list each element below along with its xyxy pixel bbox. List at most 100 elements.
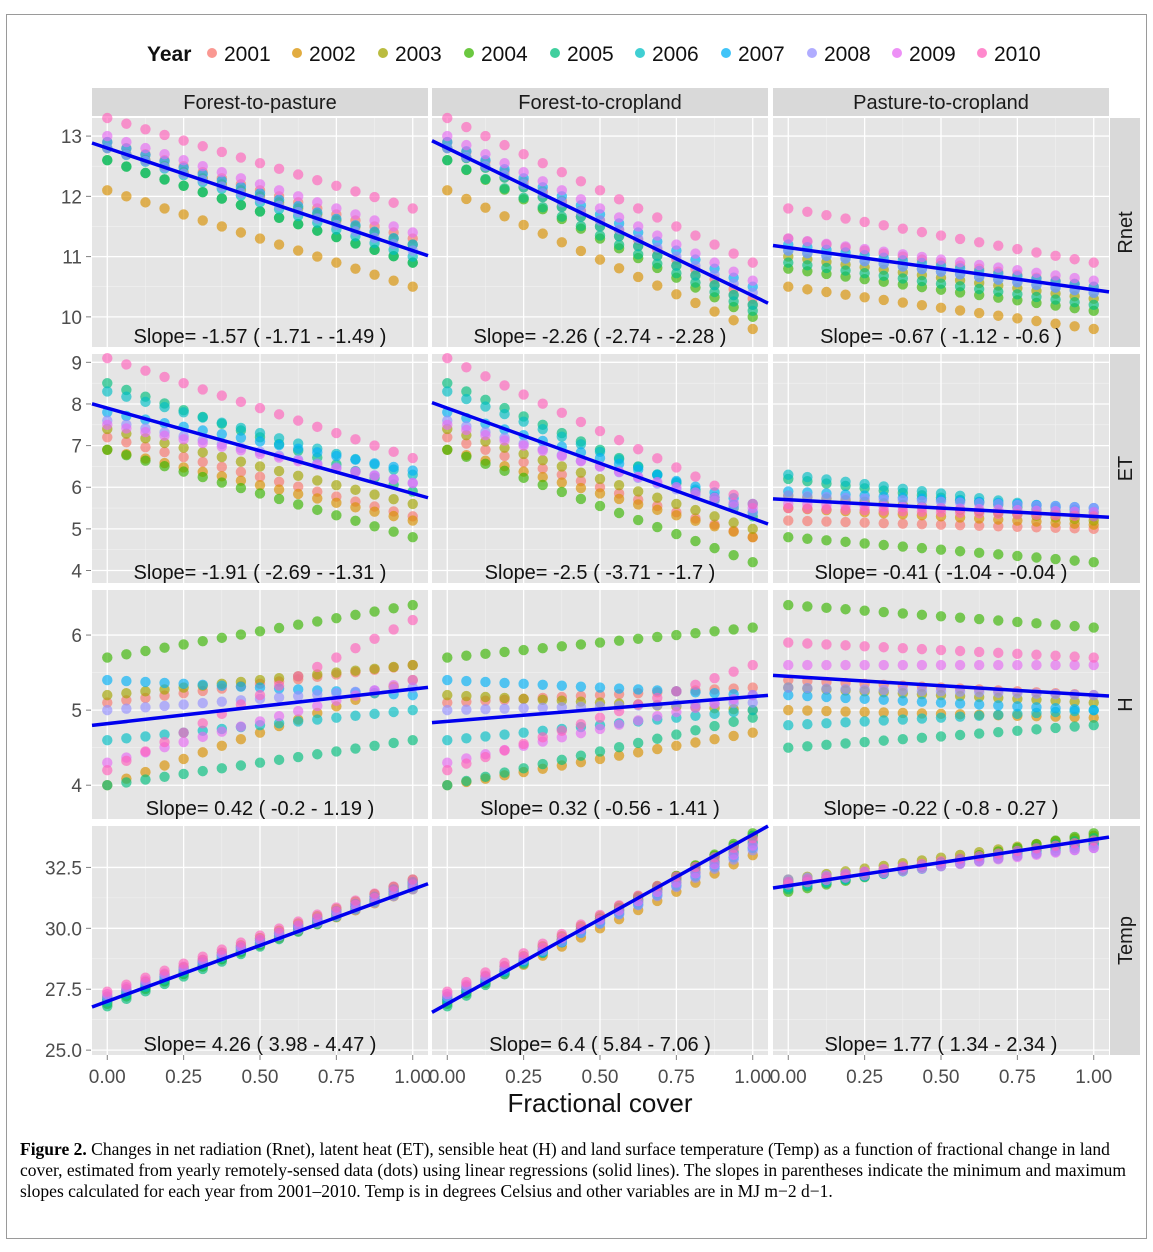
data-point-2004: [197, 635, 208, 647]
data-point-2002: [369, 506, 380, 517]
x-tick-label: 1.00: [394, 1067, 431, 1088]
data-point-2005: [480, 771, 491, 782]
data-point-2010: [935, 644, 947, 656]
slope-annotation: Slope= -1.57 ( -1.71 - -1.49 ): [134, 326, 387, 348]
data-point-2009: [1088, 842, 1099, 854]
legend-marker-2001: [207, 48, 217, 58]
data-point-2009: [802, 235, 813, 247]
data-point-2010: [461, 121, 472, 133]
data-point-2007: [499, 677, 510, 689]
data-point-2007: [350, 454, 361, 465]
data-point-2009: [388, 474, 399, 485]
data-point-2002: [407, 515, 418, 526]
data-point-2005: [102, 154, 113, 166]
data-point-2009: [747, 275, 758, 286]
data-point-2007: [632, 464, 644, 475]
data-point-2005: [1050, 294, 1061, 305]
data-point-2010: [783, 637, 794, 648]
data-point-2002: [556, 477, 568, 488]
facet-strip-label-column-0: Forest-to-pasture: [183, 92, 336, 114]
data-point-2007: [178, 678, 189, 690]
data-point-2004: [407, 532, 418, 543]
data-point-2010: [292, 169, 304, 180]
data-point-2010: [783, 502, 794, 514]
data-point-2002: [331, 257, 342, 268]
data-point-2009: [499, 157, 510, 169]
data-point-2009: [859, 243, 870, 255]
data-point-2006: [671, 260, 682, 271]
data-point-2005: [954, 281, 966, 292]
data-point-2003: [499, 442, 510, 453]
data-point-2005: [461, 775, 472, 787]
data-point-2002: [594, 254, 606, 265]
data-point-2002: [916, 299, 928, 311]
data-point-2001: [178, 451, 189, 463]
data-point-2007: [388, 461, 399, 473]
data-point-2009: [197, 161, 208, 172]
data-point-2010: [840, 640, 851, 651]
x-tick-label: 0.75: [999, 1067, 1036, 1088]
data-point-2001: [556, 469, 568, 480]
data-point-2003: [671, 498, 682, 510]
data-point-2004: [652, 631, 663, 643]
facet-strip-label-column-1: Forest-to-cropland: [518, 92, 681, 114]
data-point-2005: [1012, 725, 1023, 736]
data-point-2006: [369, 708, 380, 720]
data-point-2007: [916, 696, 928, 707]
data-point-2003: [102, 689, 113, 701]
data-point-2009: [993, 659, 1004, 671]
data-point-2009: [1031, 659, 1042, 671]
data-point-2004: [840, 604, 851, 615]
data-point-2001: [878, 517, 889, 529]
data-point-2009: [178, 154, 189, 166]
data-point-2010: [821, 503, 832, 515]
data-point-2010: [556, 407, 568, 419]
data-point-2004: [140, 645, 151, 657]
data-point-2003: [273, 465, 285, 477]
data-point-2005: [159, 174, 170, 185]
data-point-2004: [273, 493, 285, 505]
data-point-2001: [518, 457, 529, 468]
data-point-2001: [783, 515, 794, 526]
data-point-2009: [518, 167, 529, 178]
data-point-2007: [254, 682, 266, 693]
data-point-2002: [1069, 321, 1080, 332]
data-point-2009: [709, 257, 720, 268]
data-point-2002: [350, 263, 361, 274]
data-point-2005: [783, 257, 794, 268]
data-point-2007: [369, 458, 380, 469]
data-point-2010: [728, 666, 739, 677]
data-point-2009: [709, 492, 720, 503]
data-point-2004: [442, 652, 453, 663]
data-point-2010: [121, 755, 132, 767]
data-point-2005: [331, 746, 342, 757]
data-point-2003: [613, 479, 625, 491]
data-point-2010: [442, 986, 453, 997]
data-point-2002: [840, 706, 851, 717]
data-point-2007: [783, 689, 794, 701]
data-point-2002: [499, 211, 510, 222]
data-point-2010: [499, 139, 510, 151]
data-point-2009: [178, 434, 189, 445]
data-point-2010: [537, 398, 548, 409]
data-point-2006: [518, 416, 529, 427]
data-point-2001: [747, 682, 758, 693]
data-point-2004: [709, 626, 720, 637]
data-point-2010: [159, 371, 170, 383]
data-point-2002: [254, 479, 266, 491]
data-point-2003: [159, 437, 170, 449]
data-point-2005: [1088, 299, 1099, 311]
slope-annotation: Slope= -2.5 ( -3.71 - -1.7 ): [485, 562, 716, 584]
data-point-2008: [121, 703, 132, 714]
data-point-2010: [613, 434, 625, 446]
data-point-2003: [747, 523, 758, 535]
data-point-2001: [840, 516, 851, 528]
data-point-2009: [1088, 659, 1099, 671]
data-point-2003: [121, 688, 132, 699]
data-point-2010: [1031, 247, 1042, 258]
data-point-2002: [747, 323, 758, 335]
data-point-2001: [499, 450, 510, 462]
data-point-2009: [993, 262, 1004, 273]
data-point-2002: [216, 740, 228, 751]
data-point-2009: [312, 197, 323, 208]
